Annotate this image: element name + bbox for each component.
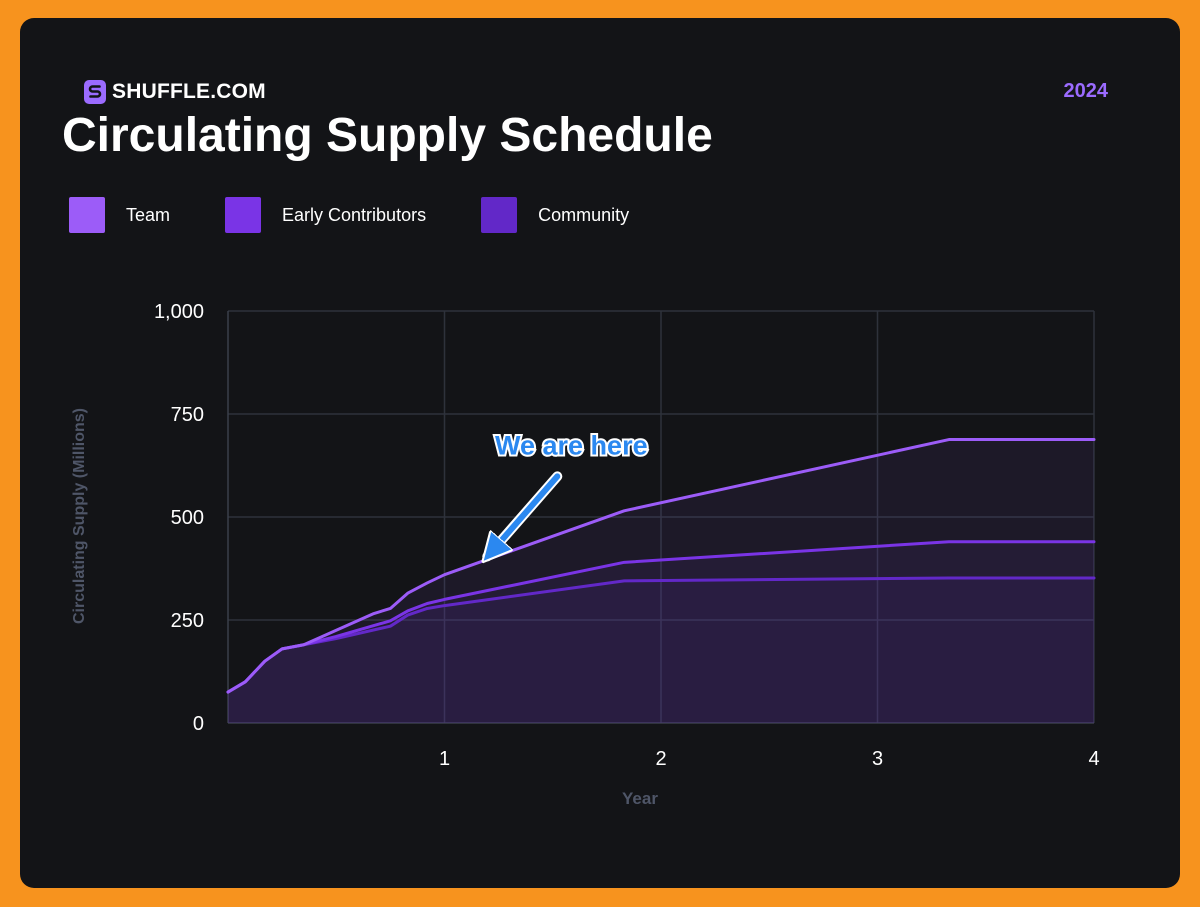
brand-name: SHUFFLE.COM	[112, 80, 266, 103]
legend-swatch-early-contributors	[225, 197, 262, 233]
legend-label-community: Community	[538, 204, 630, 225]
x-tick-label: 1	[439, 748, 450, 770]
legend-item-early-contributors: Early Contributors	[225, 197, 426, 233]
x-tick-label: 4	[1088, 748, 1099, 770]
legend-item-team: Team	[69, 197, 170, 233]
brand: SHUFFLE.COM	[84, 80, 266, 104]
legend-swatch-community	[481, 197, 518, 233]
chart-card: SHUFFLE.COM 2024	[20, 18, 1180, 888]
legend-label-team: Team	[126, 204, 171, 225]
y-tick-label: 500	[171, 507, 204, 529]
x-tick-label: 2	[655, 748, 666, 770]
y-tick-label: 750	[171, 404, 204, 426]
legend: Team Early Contributors Community	[69, 197, 684, 233]
area-early-contributors	[228, 541, 1094, 723]
legend-label-early-contributors: Early Contributors	[282, 204, 427, 225]
x-tick-label: 3	[872, 748, 883, 770]
annotation-text: We are here	[495, 430, 648, 460]
legend-swatch-team	[69, 197, 105, 233]
area-community	[228, 577, 1094, 723]
annotation-arrow	[489, 473, 561, 554]
chart-title: Circulating Supply Schedule	[62, 109, 713, 162]
x-axis-label: Year	[622, 789, 658, 808]
legend-item-community: Community	[481, 197, 629, 233]
y-tick-label: 250	[171, 610, 204, 632]
series-line-team	[226, 438, 1096, 694]
y-tick-label: 1,000	[154, 301, 204, 323]
shuffle-logo-icon	[84, 80, 106, 104]
y-tick-label: 0	[193, 713, 204, 735]
year-tag: 2024	[1063, 80, 1109, 102]
